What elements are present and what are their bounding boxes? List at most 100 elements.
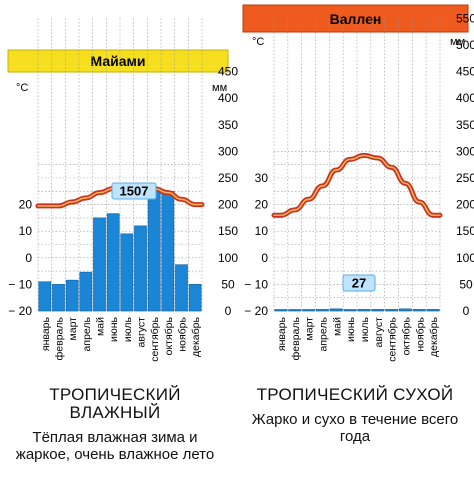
vallen-precip-bar [329,308,343,312]
vallen-precip-bar [274,309,288,312]
vallen-precip-tick-label: 250 [456,171,474,185]
vallen-month-label: октябрь [400,316,412,355]
vallen-total-box [342,274,376,292]
vallen-precip-bar [426,309,440,312]
miami-month-label: сентябрь [149,316,161,361]
miami-month-label: ноябрь [177,316,189,351]
vallen-precip-tick-label: 50 [459,277,473,291]
miami-precip-tick-label: 450 [218,65,238,79]
miami-month-label: май [95,317,107,336]
vallen-temp-line-outer [271,152,443,218]
vallen-precip-tick-label: 150 [456,224,474,238]
vallen-temp-tick-label: − 10 [244,277,268,291]
vallen-precip-bar [315,309,329,312]
miami-title-box [7,49,229,73]
miami-precip-tick-label: 100 [218,251,238,265]
vallen-total-label: 27 [352,276,366,291]
miami-temp-tick-label: − 10 [8,277,32,291]
miami-precip-tick-label: 150 [218,224,238,238]
miami-month-label: август [136,317,148,348]
vallen-precip-bar [288,309,302,312]
vallen-temp-tick-label: 10 [255,224,269,238]
miami-precip-bar [161,191,175,312]
miami-precip-bar [106,213,120,312]
miami-precip-tick-label: 50 [221,277,235,291]
miami-climate-type: ТРОПИЧЕСКИЙ ВЛАЖНЫЙ [49,385,181,422]
vallen-precip-bar [371,309,385,312]
miami-title: Майами [91,53,146,69]
vallen-month-label: июль [359,316,371,342]
vallen-precip-tick-label: 500 [456,38,474,52]
vallen-month-label: декабрь [428,316,440,356]
vallen-temp-unit: °С [252,36,264,48]
miami-month-label: январь [40,316,52,351]
vallen-temp-tick-label: 20 [255,198,269,212]
vallen-precip-tick-label: 550 [456,11,474,25]
miami-climate-description: Тёплая влажная зима и жаркое, очень влаж… [15,429,215,463]
miami-precip-tick-label: 300 [218,144,238,158]
miami-temp-tick-label: − 20 [8,304,32,318]
vallen-caption: ТРОПИЧЕСКИЙ СУХОЙ Жарко и сухо в течение… [244,385,466,446]
miami-precip-bar [188,284,202,312]
vallen-precip-tick-label: 0 [463,304,470,318]
vallen-precip-tick-label: 100 [456,251,474,265]
miami-month-label: июнь [108,316,120,342]
miami-precip-tick-label: 200 [218,198,238,212]
vallen-precip-bar [398,308,412,312]
miami-precip-tick-label: 0 [225,304,232,318]
vallen-month-label: январь [276,316,288,351]
vallen-month-label: сентябрь [387,316,399,361]
miami-total-label: 1507 [120,184,149,199]
vallen-precip-bar [343,309,357,312]
vallen-precip-unit: мм [450,36,465,48]
vallen-month-label: март [304,317,316,341]
miami-caption: ТРОПИЧЕСКИЙ ВЛАЖНЫЙ Тёплая влажная зима … [10,385,220,464]
vallen-title-box [242,4,469,33]
miami-precip-bar [147,191,161,312]
vallen-precip-bar [302,309,316,312]
miami-temp-tick-label: 0 [25,251,32,265]
miami-precip-bar [38,281,52,312]
vallen-temp-tick-label: − 20 [244,304,268,318]
miami-precip-bar [65,279,79,312]
miami-month-label: июль [122,316,134,342]
vallen-precip-tick-label: 400 [456,91,474,105]
vallen-precip-tick-label: 300 [456,144,474,158]
miami-month-label: декабрь [190,316,202,356]
miami-temp-unit: °C [16,82,28,94]
miami-precip-bar [79,271,93,312]
vallen-temp-tick-label: 0 [261,251,268,265]
vallen-precip-tick-label: 450 [456,65,474,79]
vallen-precip-bar [412,309,426,312]
vallen-temp-tick-label: 30 [255,171,269,185]
miami-month-label: март [67,317,79,341]
vallen-precip-tick-label: 350 [456,118,474,132]
vallen-title: Валлен [330,11,382,27]
miami-precip-tick-label: 250 [218,171,238,185]
vallen-precip-bar [357,309,371,312]
vallen-month-label: февраль [290,316,302,360]
miami-month-label: февраль [54,316,66,360]
vallen-month-label: август [373,317,385,348]
miami-precip-bar [52,284,65,312]
vallen-month-label: май [331,317,343,336]
miami-temp-tick-label: 10 [19,224,33,238]
miami-precip-unit: мм [212,82,227,94]
miami-precip-bar [93,217,106,312]
miami-precip-tick-label: 400 [218,91,238,105]
miami-precip-tick-label: 350 [218,118,238,132]
miami-month-label: апрель [81,316,93,351]
vallen-month-label: апрель [317,316,329,351]
vallen-month-label: июнь [345,316,357,342]
miami-precip-bar [120,233,134,312]
miami-month-label: октябрь [163,316,175,355]
miami-precip-bar [175,264,188,312]
vallen-chart: Валлен°С мм− 20− 100102030050100150200250… [242,4,474,362]
vallen-precip-tick-label: 200 [456,198,474,212]
miami-temp-tick-label: 20 [19,198,33,212]
miami-precip-bar [134,225,147,312]
vallen-temp-line-inner [273,154,441,217]
vallen-climate-type: ТРОПИЧЕСКИЙ СУХОЙ [256,385,454,404]
vallen-month-label: ноябрь [414,316,426,351]
